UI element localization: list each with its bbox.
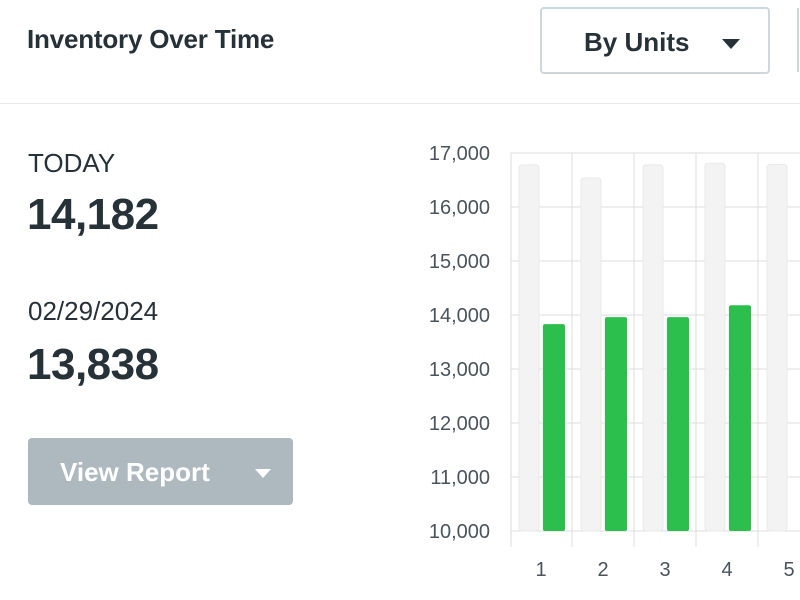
y-tick-label: 14,000 <box>429 305 490 327</box>
unit-dropdown[interactable]: By Units <box>540 7 770 74</box>
y-tick-label: 13,000 <box>429 359 490 381</box>
inventory-bar <box>729 305 751 531</box>
y-tick-label: 15,000 <box>429 251 490 273</box>
header: Inventory Over Time By Units <box>0 0 800 104</box>
capacity-bar <box>642 164 664 532</box>
previous-date-label: 02/29/2024 <box>28 296 159 326</box>
caret-down-icon <box>722 39 740 49</box>
inventory-bar <box>667 317 689 531</box>
offscreen-control-edge[interactable] <box>797 8 800 72</box>
y-tick-label: 12,000 <box>429 413 490 435</box>
y-tick-label: 11,000 <box>430 467 490 489</box>
x-tick-label: 1 <box>535 559 546 581</box>
capacity-bar <box>766 163 788 532</box>
page-title: Inventory Over Time <box>27 24 275 54</box>
unit-dropdown-label: By Units <box>584 27 690 57</box>
caret-down-icon <box>255 469 271 478</box>
inventory-bar-chart: 10,000 11,000 12,000 13,000 14,000 15,000 16,0… <box>429 143 800 581</box>
x-tick-label: 4 <box>721 559 732 581</box>
view-report-label: View Report <box>60 457 210 487</box>
inventory-bar <box>605 317 627 531</box>
previous-value: 13,838 <box>27 340 159 389</box>
x-tick-label: 2 <box>597 559 608 581</box>
today-label: TODAY <box>28 148 116 178</box>
y-tick-label: 17,000 <box>429 143 490 165</box>
y-tick-label: 16,000 <box>429 197 490 219</box>
today-value: 14,182 <box>27 190 159 239</box>
capacity-bar <box>518 164 540 532</box>
x-tick-label: 3 <box>659 559 670 581</box>
capacity-bar <box>580 177 602 532</box>
inventory-bar <box>543 324 565 531</box>
y-tick-label: 10,000 <box>429 521 490 543</box>
x-tick-label: 5 <box>783 559 794 581</box>
view-report-button[interactable]: View Report <box>28 438 293 505</box>
capacity-bar <box>704 162 726 532</box>
